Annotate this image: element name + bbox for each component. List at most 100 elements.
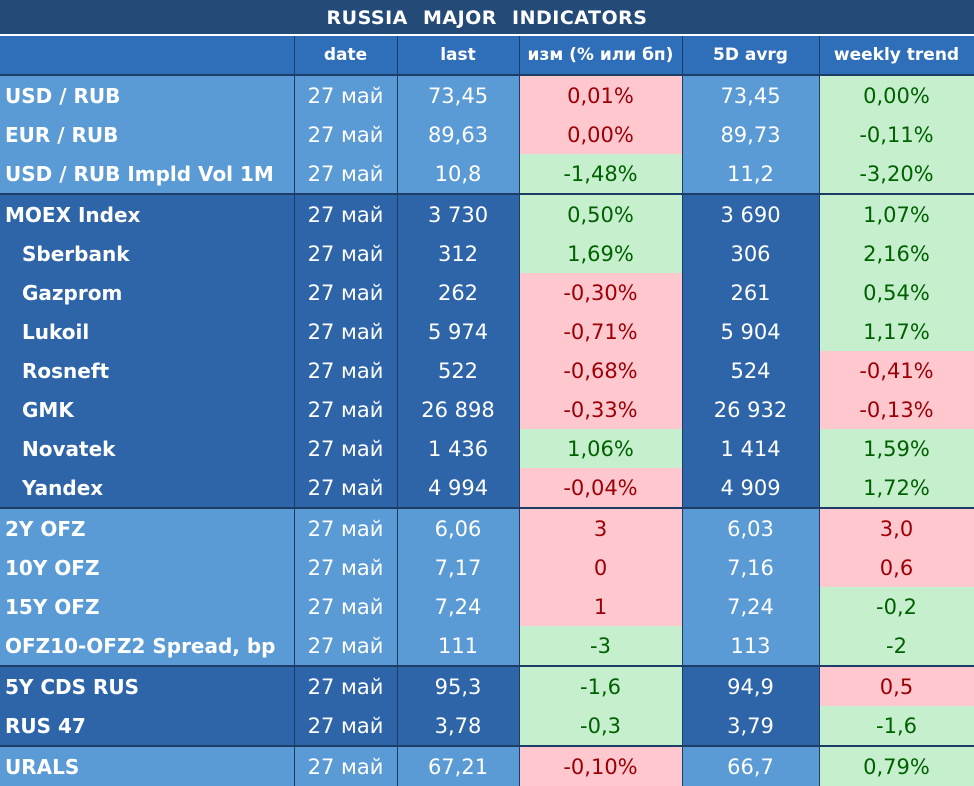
row-last: 7,17 (397, 548, 520, 587)
row-date: 27 май (294, 193, 398, 234)
row-weekly-trend: 1,72% (819, 468, 974, 508)
row-weekly-trend: 0,6 (819, 548, 974, 587)
row-date: 27 май (294, 75, 398, 115)
row-name: Novatek (0, 429, 295, 468)
table-row: Gazprom 27 май 262 -0,30% 261 0,54% (0, 273, 974, 312)
row-change: 0,01% (519, 75, 683, 115)
row-name: Yandex (0, 468, 295, 508)
row-5d-avg: 3 690 (682, 193, 820, 234)
row-last: 312 (397, 234, 520, 273)
table-row: 2Y OFZ 27 май 6,06 3 6,03 3,0 (0, 507, 974, 548)
page-title: RUSSIA MAJOR INDICATORS (0, 0, 974, 36)
row-change: -0,10% (519, 745, 683, 786)
row-change: -0,04% (519, 468, 683, 508)
row-5d-avg: 73,45 (682, 75, 820, 115)
indicators-table: date last изм (% или бп) 5D avrg weekly … (0, 36, 974, 786)
row-last: 7,24 (397, 587, 520, 626)
row-5d-avg: 4 909 (682, 468, 820, 508)
row-weekly-trend: 2,16% (819, 234, 974, 273)
row-change: -1,6 (519, 665, 683, 706)
row-weekly-trend: 1,59% (819, 429, 974, 468)
row-change: -0,30% (519, 273, 683, 312)
row-date: 27 май (294, 587, 398, 626)
row-change: -1,48% (519, 154, 683, 194)
row-weekly-trend: -0,41% (819, 351, 974, 390)
table-row: 5Y CDS RUS 27 май 95,3 -1,6 94,9 0,5 (0, 665, 974, 706)
row-name: 2Y OFZ (0, 507, 295, 548)
row-change: -0,68% (519, 351, 683, 390)
row-name: Sberbank (0, 234, 295, 273)
row-5d-avg: 26 932 (682, 390, 820, 429)
row-last: 522 (397, 351, 520, 390)
row-5d-avg: 11,2 (682, 154, 820, 194)
row-last: 1 436 (397, 429, 520, 468)
row-5d-avg: 66,7 (682, 745, 820, 786)
row-last: 5 974 (397, 312, 520, 351)
row-last: 4 994 (397, 468, 520, 508)
row-last: 3 730 (397, 193, 520, 234)
table-row: OFZ10-OFZ2 Spread, bp 27 май 111 -3 113 -2 (0, 626, 974, 666)
header-change: изм (% или бп) (519, 36, 683, 76)
row-date: 27 май (294, 115, 398, 154)
row-weekly-trend: -0,13% (819, 390, 974, 429)
row-5d-avg: 5 904 (682, 312, 820, 351)
table-row: Sberbank 27 май 312 1,69% 306 2,16% (0, 234, 974, 273)
row-date: 27 май (294, 273, 398, 312)
row-name: RUS 47 (0, 706, 295, 746)
row-name: USD / RUB (0, 75, 295, 115)
header-weekly-trend: weekly trend (819, 36, 974, 76)
row-name: OFZ10-OFZ2 Spread, bp (0, 626, 295, 666)
header-date: date (294, 36, 398, 76)
row-date: 27 май (294, 665, 398, 706)
row-change: 0,00% (519, 115, 683, 154)
row-change: 0 (519, 548, 683, 587)
row-change: -0,33% (519, 390, 683, 429)
row-5d-avg: 524 (682, 351, 820, 390)
row-change: 3 (519, 507, 683, 548)
row-weekly-trend: 1,07% (819, 193, 974, 234)
row-5d-avg: 261 (682, 273, 820, 312)
row-name: GMK (0, 390, 295, 429)
row-date: 27 май (294, 507, 398, 548)
table-row: URALS 27 май 67,21 -0,10% 66,7 0,79% (0, 745, 974, 786)
row-name: URALS (0, 745, 295, 786)
row-weekly-trend: 0,00% (819, 75, 974, 115)
row-5d-avg: 306 (682, 234, 820, 273)
row-date: 27 май (294, 390, 398, 429)
row-weekly-trend: -0,2 (819, 587, 974, 626)
row-last: 95,3 (397, 665, 520, 706)
table-row: 15Y OFZ 27 май 7,24 1 7,24 -0,2 (0, 587, 974, 626)
header-last: last (397, 36, 520, 76)
row-5d-avg: 1 414 (682, 429, 820, 468)
header-5d-avg: 5D avrg (682, 36, 820, 76)
row-last: 3,78 (397, 706, 520, 746)
row-name: Gazprom (0, 273, 295, 312)
table-row: Rosneft 27 май 522 -0,68% 524 -0,41% (0, 351, 974, 390)
row-change: -3 (519, 626, 683, 666)
row-weekly-trend: 0,5 (819, 665, 974, 706)
header-name (0, 36, 295, 76)
row-change: 0,50% (519, 193, 683, 234)
table-row: Lukoil 27 май 5 974 -0,71% 5 904 1,17% (0, 312, 974, 351)
table-row: GMK 27 май 26 898 -0,33% 26 932 -0,13% (0, 390, 974, 429)
row-date: 27 май (294, 351, 398, 390)
row-weekly-trend: 0,54% (819, 273, 974, 312)
row-5d-avg: 94,9 (682, 665, 820, 706)
row-last: 6,06 (397, 507, 520, 548)
row-change: 1,06% (519, 429, 683, 468)
row-name: MOEX Index (0, 193, 295, 234)
row-change: 1 (519, 587, 683, 626)
row-name: EUR / RUB (0, 115, 295, 154)
row-date: 27 май (294, 154, 398, 194)
row-last: 10,8 (397, 154, 520, 194)
table-row: Yandex 27 май 4 994 -0,04% 4 909 1,72% (0, 468, 974, 508)
row-name: USD / RUB Impld Vol 1M (0, 154, 295, 194)
row-name: 5Y CDS RUS (0, 665, 295, 706)
row-name: 10Y OFZ (0, 548, 295, 587)
row-date: 27 май (294, 429, 398, 468)
row-weekly-trend: -1,6 (819, 706, 974, 746)
row-date: 27 май (294, 468, 398, 508)
header-row: date last изм (% или бп) 5D avrg weekly … (0, 36, 974, 76)
row-5d-avg: 3,79 (682, 706, 820, 746)
row-name: Lukoil (0, 312, 295, 351)
